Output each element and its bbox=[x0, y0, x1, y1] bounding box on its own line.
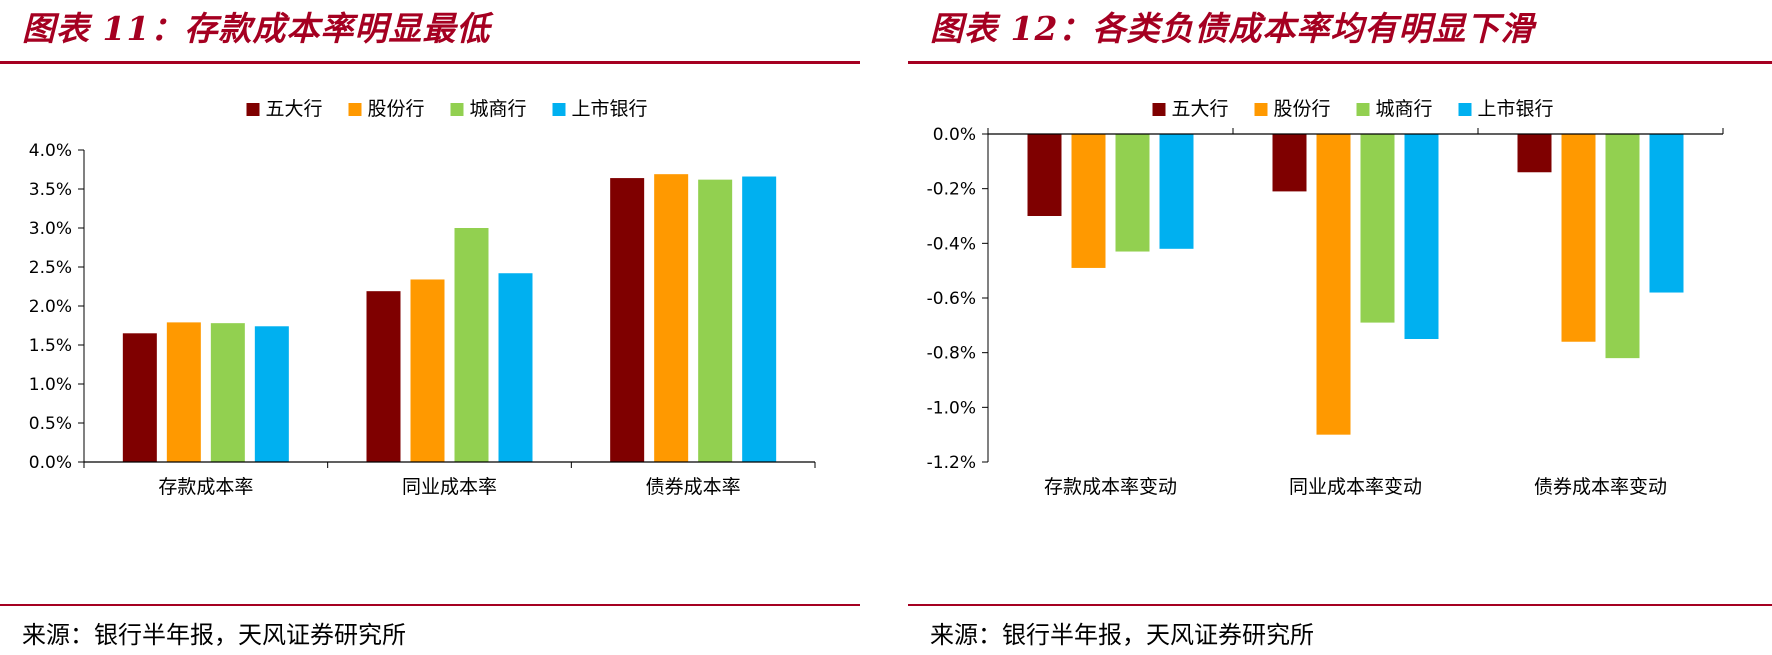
legend-swatch-3 bbox=[1458, 103, 1472, 116]
x-category-label-0: 存款成本率变动 bbox=[1044, 476, 1177, 498]
right-source-note: 来源：银行半年报，天风证券研究所 bbox=[930, 621, 1314, 649]
y-tick-label-6: 3.0% bbox=[29, 219, 72, 239]
legend-label-3: 上市银行 bbox=[1478, 98, 1554, 120]
legend-swatch-0 bbox=[246, 103, 260, 116]
right-source-rule bbox=[908, 604, 1772, 606]
legend-label-3: 上市银行 bbox=[572, 98, 648, 120]
bar-0-1 bbox=[1071, 134, 1106, 268]
y-tick-label-5: -1.0% bbox=[927, 398, 976, 418]
bar-2-3 bbox=[1649, 134, 1684, 293]
bar-0-3 bbox=[1159, 134, 1194, 249]
y-tick-label-3: 1.5% bbox=[29, 336, 72, 356]
right-figure-title: 图表 12：各类负债成本率均有明显下滑 bbox=[930, 9, 1535, 48]
legend-label-0: 五大行 bbox=[266, 98, 323, 120]
bar-1-1 bbox=[1316, 134, 1351, 435]
bar-1-2 bbox=[1360, 134, 1395, 323]
y-tick-label-2: 1.0% bbox=[29, 375, 72, 395]
bar-0-1 bbox=[166, 322, 201, 462]
right-figure-panel: 图表 12：各类负债成本率均有明显下滑 五大行 股份行 城商行 上市银行 0.0% -0.… bbox=[908, 0, 1772, 655]
y-tick-label-6: -1.2% bbox=[927, 453, 976, 473]
y-tick-label-1: 0.5% bbox=[29, 414, 72, 434]
y-tick-label-0: 0.0% bbox=[29, 453, 72, 473]
left-source-note: 来源：银行半年报，天风证券研究所 bbox=[22, 621, 406, 649]
legend-label-2: 城商行 bbox=[470, 98, 527, 120]
bar-1-1 bbox=[410, 279, 445, 462]
y-tick-label-2: -0.4% bbox=[927, 234, 976, 254]
bar-0-0 bbox=[1027, 134, 1062, 216]
y-tick-label-0: 0.0% bbox=[933, 125, 976, 145]
right-bar-chart: 五大行 股份行 城商行 上市银行 0.0% -0.2% -0.4% -0.6% -0.8% -1.… bbox=[927, 98, 1724, 498]
y-tick-label-8: 4.0% bbox=[29, 141, 72, 161]
bar-0-2 bbox=[210, 323, 245, 462]
legend-swatch-1 bbox=[348, 103, 362, 116]
bar-1-3 bbox=[498, 273, 533, 462]
bar-0-0 bbox=[122, 333, 157, 462]
bar-2-2 bbox=[698, 179, 733, 462]
bar-0-2 bbox=[1115, 134, 1150, 252]
y-tick-label-5: 2.5% bbox=[29, 258, 72, 278]
left-title-rule bbox=[0, 61, 860, 64]
x-category-label-1: 同业成本率变动 bbox=[1289, 476, 1422, 498]
x-category-label-2: 债券成本率 bbox=[646, 476, 741, 498]
left-source-rule bbox=[0, 604, 860, 606]
legend-label-0: 五大行 bbox=[1172, 98, 1229, 120]
bar-2-0 bbox=[1517, 134, 1552, 173]
bar-1-0 bbox=[366, 291, 401, 462]
y-tick-label-3: -0.6% bbox=[927, 289, 976, 309]
x-category-label-0: 存款成本率 bbox=[158, 476, 253, 498]
legend-swatch-3 bbox=[552, 103, 566, 116]
bar-1-0 bbox=[1272, 134, 1307, 192]
bar-1-2 bbox=[454, 228, 489, 462]
bar-2-1 bbox=[654, 174, 689, 462]
legend-swatch-2 bbox=[1356, 103, 1370, 116]
legend-label-1: 股份行 bbox=[1274, 98, 1331, 120]
bar-2-2 bbox=[1605, 134, 1640, 359]
x-category-label-2: 债券成本率变动 bbox=[1534, 476, 1667, 498]
y-tick-label-1: -0.2% bbox=[927, 180, 976, 200]
y-tick-label-4: 2.0% bbox=[29, 297, 72, 317]
left-figure-panel: 图表 11：存款成本率明显最低 五大行 股份行 城商行 上市银行 0.0% 0.5% 1.0… bbox=[0, 0, 860, 655]
legend-swatch-2 bbox=[450, 103, 464, 116]
y-tick-label-4: -0.8% bbox=[927, 344, 976, 364]
legend-label-2: 城商行 bbox=[1376, 98, 1433, 120]
right-title-rule bbox=[908, 61, 1772, 64]
bar-1-3 bbox=[1404, 134, 1439, 339]
y-tick-label-7: 3.5% bbox=[29, 180, 72, 200]
left-bar-chart: 五大行 股份行 城商行 上市银行 0.0% 0.5% 1.0% 1.5% 2.0% 2.5% 3.0… bbox=[29, 98, 816, 498]
legend-label-1: 股份行 bbox=[368, 98, 425, 120]
bar-2-1 bbox=[1561, 134, 1596, 342]
x-category-label-1: 同业成本率 bbox=[402, 476, 497, 498]
legend-swatch-1 bbox=[1254, 103, 1268, 116]
bar-2-3 bbox=[742, 176, 777, 462]
bar-2-0 bbox=[610, 178, 645, 462]
left-figure-title: 图表 11：存款成本率明显最低 bbox=[22, 9, 491, 48]
legend-swatch-0 bbox=[1152, 103, 1166, 116]
bar-0-3 bbox=[254, 326, 289, 462]
